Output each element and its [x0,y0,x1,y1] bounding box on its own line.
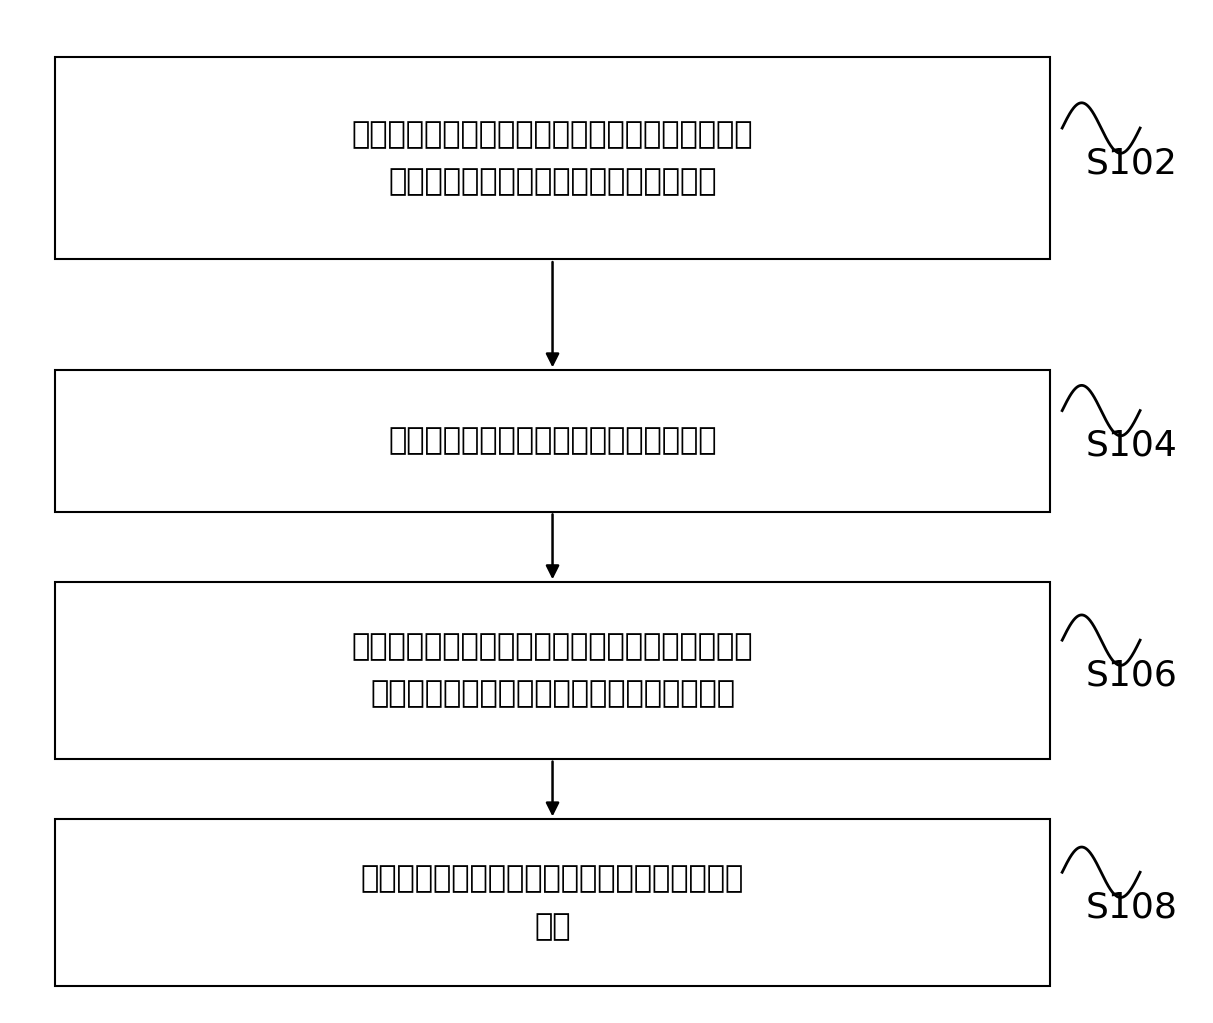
Bar [55,370,1050,512]
Text: 获取充电桩的第一负载状态参数和每个负载的荷电
状态参数，其中，负载包括：待充电设备: 获取充电桩的第一负载状态参数和每个负载的荷电 状态参数，其中，负载包括：待充电设… [352,120,753,196]
Text: S106: S106 [1086,659,1178,693]
Text: S102: S102 [1086,146,1178,180]
Bar [55,819,1050,986]
Text: S108: S108 [1086,891,1178,925]
Bar [55,57,1050,259]
Text: 控制每个充电桩在对应的充电时间为待充电设备
充电: 控制每个充电桩在对应的充电时间为待充电设备 充电 [361,864,744,941]
Text: 获取充电桩所在电网的第二负载状态参数: 获取充电桩所在电网的第二负载状态参数 [388,427,717,455]
Bar [55,582,1050,759]
Text: S104: S104 [1086,429,1178,463]
Text: 根据第一负载状态参数、每个负载的荷电状态参数
和第二负载状态参数确定每个负载的充电时间: 根据第一负载状态参数、每个负载的荷电状态参数 和第二负载状态参数确定每个负载的充… [352,632,753,709]
